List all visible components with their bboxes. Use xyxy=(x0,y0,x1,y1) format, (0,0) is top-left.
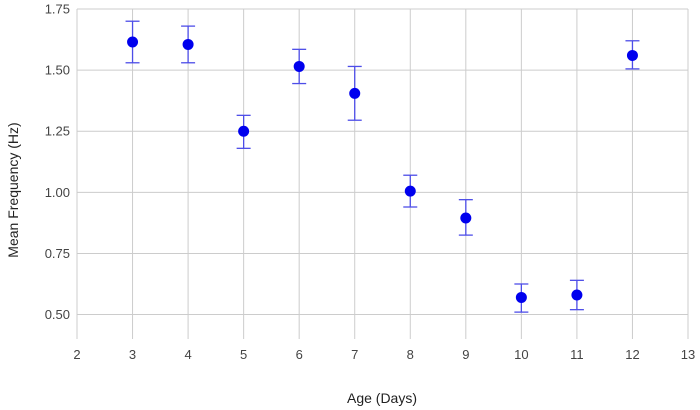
x-tick-label: 13 xyxy=(681,347,695,362)
data-point xyxy=(404,185,416,197)
data-point xyxy=(238,125,250,137)
y-axis-label: Mean Frequency (Hz) xyxy=(5,122,21,257)
data-point xyxy=(460,212,472,224)
x-tick-label: 12 xyxy=(625,347,639,362)
data-point xyxy=(127,36,139,48)
y-tick-label: 1.25 xyxy=(45,124,70,139)
data-point xyxy=(571,289,583,301)
y-tick-label: 1.75 xyxy=(45,2,70,17)
y-tick-label: 1.00 xyxy=(45,185,70,200)
x-axis-label: Age (Days) xyxy=(347,390,417,406)
data-point xyxy=(349,87,361,99)
x-tick-label: 9 xyxy=(462,347,469,362)
data-point xyxy=(182,38,194,50)
x-tick-label: 7 xyxy=(351,347,358,362)
x-tick-label: 5 xyxy=(240,347,247,362)
x-tick-label: 10 xyxy=(514,347,528,362)
x-tick-label: 11 xyxy=(570,347,584,362)
data-point xyxy=(515,291,527,303)
data-points xyxy=(127,36,638,303)
x-tick-label: 3 xyxy=(129,347,136,362)
data-point xyxy=(626,49,638,61)
y-tick-label: 1.50 xyxy=(45,63,70,78)
x-tick-label: 4 xyxy=(184,347,191,362)
gridlines xyxy=(76,8,689,339)
x-tick-label: 8 xyxy=(407,347,414,362)
y-tick-label: 0.50 xyxy=(45,307,70,322)
tick-labels: 2 3 4 5 6 7 8 9 10 11 12 13 0.50 0.75 1.00 1.25 1.50 1.75 xyxy=(45,2,696,363)
x-tick-label: 2 xyxy=(73,347,80,362)
error-bars xyxy=(125,20,640,313)
y-tick-label: 0.75 xyxy=(45,246,70,261)
data-point xyxy=(293,60,305,72)
x-tick-label: 6 xyxy=(296,347,303,362)
